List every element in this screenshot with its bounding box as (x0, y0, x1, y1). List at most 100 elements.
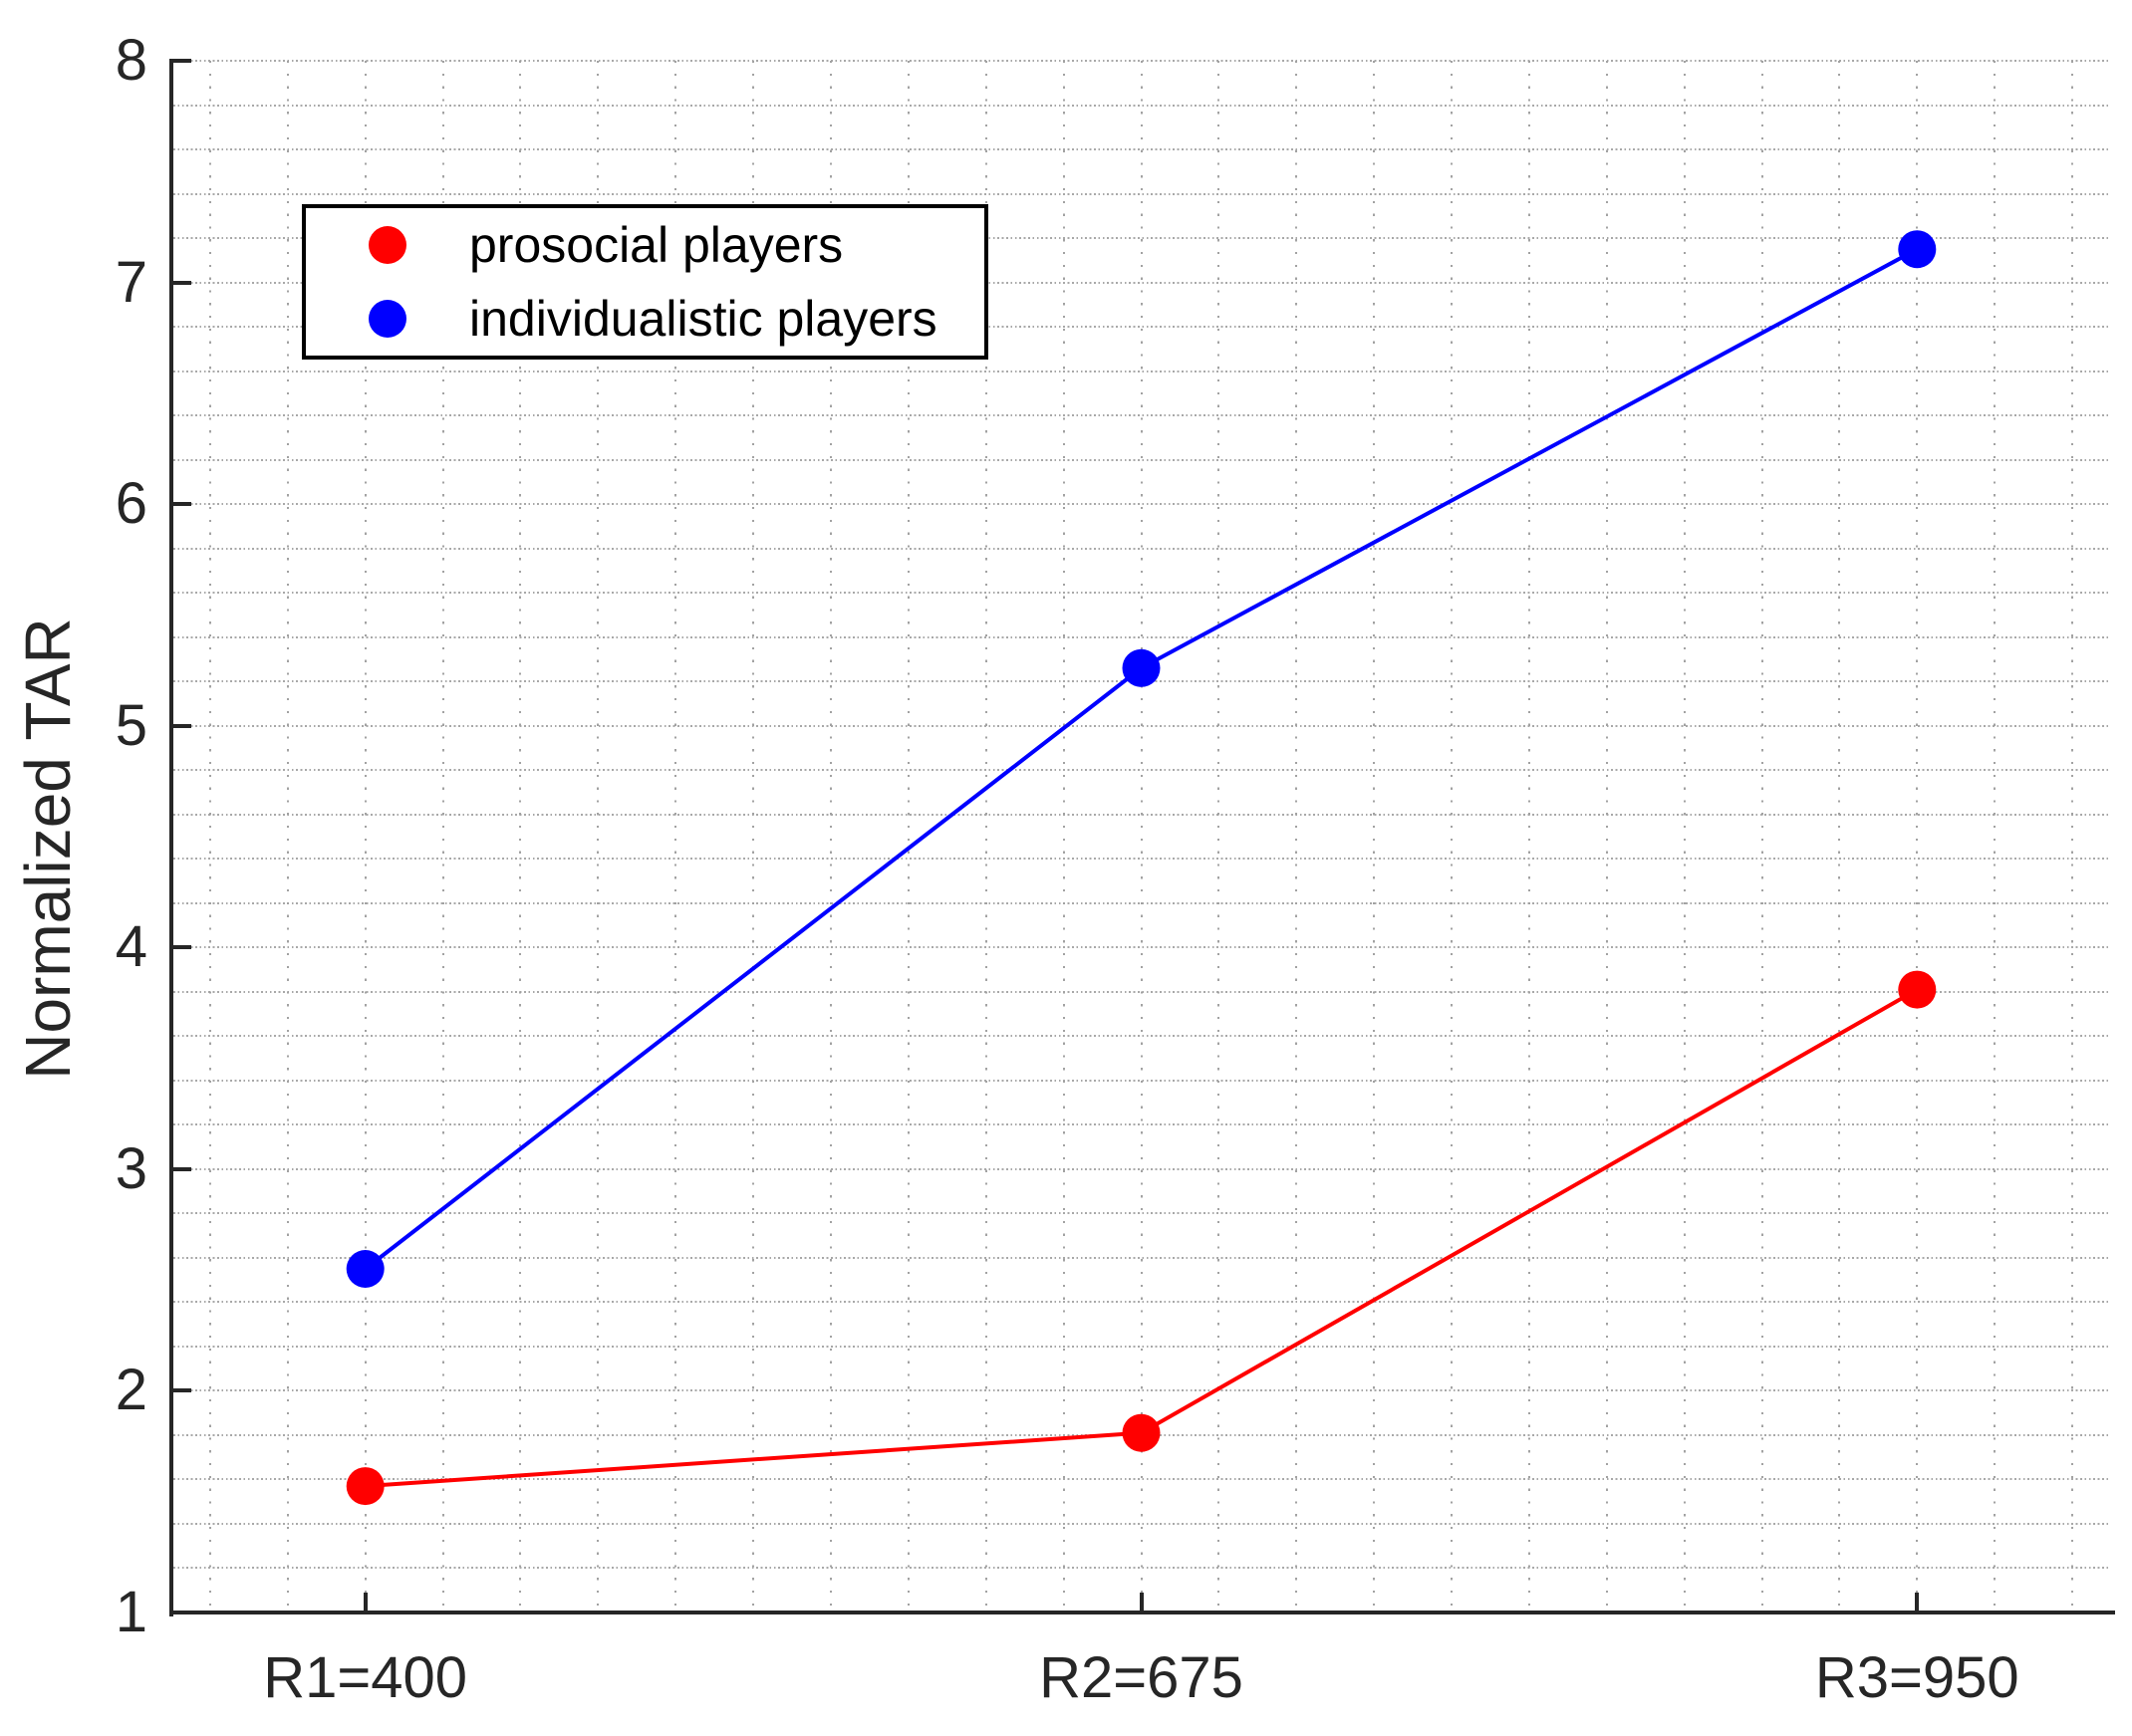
y-gridline (173, 1256, 2111, 1259)
data-point-marker (1898, 230, 1937, 269)
y-tick-label: 1 (115, 1580, 147, 1644)
x-gridline (441, 61, 444, 1612)
series-line (365, 987, 1919, 1489)
y-tick (173, 59, 191, 63)
y-gridline (173, 990, 2111, 993)
y-gridline (173, 503, 2111, 506)
y-gridline (173, 104, 2111, 107)
series-layer (346, 230, 1937, 1506)
y-gridline (173, 1478, 2111, 1481)
x-gridline (752, 61, 755, 1612)
x-gridline (1605, 61, 1608, 1612)
y-tick-label: 5 (115, 692, 147, 758)
x-axis-line (169, 1611, 2115, 1614)
y-tick (173, 280, 191, 285)
legend-row: individualistic players (306, 282, 984, 356)
legend: prosocial players individualistic players (302, 204, 988, 360)
x-gridline (1140, 61, 1143, 1612)
y-tick-label: 4 (115, 914, 147, 980)
x-tick (1915, 1593, 1920, 1611)
data-point-marker (1898, 970, 1937, 1009)
y-tick-label: 6 (115, 471, 147, 537)
x-gridline (829, 61, 832, 1612)
y-tick (173, 723, 191, 728)
y-gridline (173, 1167, 2111, 1170)
y-gridline (173, 813, 2111, 816)
x-tick-label: R2=675 (1039, 1645, 1243, 1710)
y-gridline (173, 370, 2111, 372)
x-gridline (1217, 61, 1220, 1612)
x-gridline (1062, 61, 1065, 1612)
x-gridline (1527, 61, 1530, 1612)
x-gridline (1760, 61, 1763, 1612)
y-gridline (173, 901, 2111, 904)
x-gridline (1916, 61, 1919, 1612)
y-gridline (173, 148, 2111, 151)
x-gridline (2071, 61, 2074, 1612)
x-gridline (907, 61, 910, 1612)
y-gridline (173, 326, 2111, 329)
y-tick (173, 1166, 191, 1171)
y-tick (173, 1611, 191, 1614)
series-line (364, 247, 1919, 1271)
x-tick (363, 1593, 368, 1611)
x-gridline (674, 61, 677, 1612)
x-gridline (1838, 61, 1841, 1612)
y-axis-title: Normalized TAR (12, 618, 84, 1080)
y-gridline (173, 414, 2111, 417)
legend-row: prosocial players (306, 208, 984, 282)
plot-area (171, 60, 2111, 1612)
x-gridline (1295, 61, 1298, 1612)
y-gridline (173, 769, 2111, 772)
y-tick-label: 7 (115, 249, 147, 315)
x-gridline (364, 61, 367, 1612)
x-gridline (519, 61, 522, 1612)
x-gridline (984, 61, 987, 1612)
y-gridline (173, 1345, 2111, 1348)
y-gridline (173, 946, 2111, 949)
y-gridline (173, 635, 2111, 638)
x-gridline (1994, 61, 1997, 1612)
legend-marker-icon (369, 300, 406, 338)
data-point-marker (346, 1467, 385, 1506)
legend-marker-icon (369, 226, 406, 264)
y-gridline (173, 1035, 2111, 1038)
y-gridline (173, 724, 2111, 727)
x-gridline (1683, 61, 1686, 1612)
x-gridline (208, 61, 211, 1612)
y-tick-label: 8 (115, 28, 147, 93)
data-point-marker (346, 1250, 385, 1288)
legend-label: prosocial players (469, 217, 844, 273)
x-tick-label: R3=950 (1814, 1645, 2019, 1710)
y-gridline (173, 1079, 2111, 1082)
y-tick-label: 3 (115, 1135, 147, 1201)
x-tick (1139, 1593, 1144, 1611)
x-gridline (597, 61, 600, 1612)
y-tick-label: 2 (115, 1358, 147, 1423)
y-gridline (173, 1301, 2111, 1304)
y-gridline (173, 1522, 2111, 1525)
y-gridline (173, 458, 2111, 461)
y-gridline (173, 1567, 2111, 1570)
y-gridline (173, 858, 2111, 861)
y-gridline (173, 60, 2111, 62)
x-gridline (286, 61, 289, 1612)
y-gridline (173, 592, 2111, 595)
y-gridline (173, 192, 2111, 195)
x-gridline (1451, 61, 1454, 1612)
y-gridline (173, 281, 2111, 284)
y-tick (173, 502, 191, 507)
y-gridline (173, 1123, 2111, 1126)
legend-label: individualistic players (469, 291, 937, 347)
y-gridline (173, 1389, 2111, 1392)
y-axis-line (169, 59, 173, 1616)
data-point-marker (1122, 1413, 1161, 1452)
y-tick (173, 1388, 191, 1393)
y-gridline (173, 547, 2111, 550)
x-gridline (1373, 61, 1376, 1612)
x-tick-label: R1=400 (263, 1645, 468, 1710)
y-tick (173, 945, 191, 950)
y-gridline (173, 1212, 2111, 1215)
data-point-marker (1122, 648, 1161, 687)
